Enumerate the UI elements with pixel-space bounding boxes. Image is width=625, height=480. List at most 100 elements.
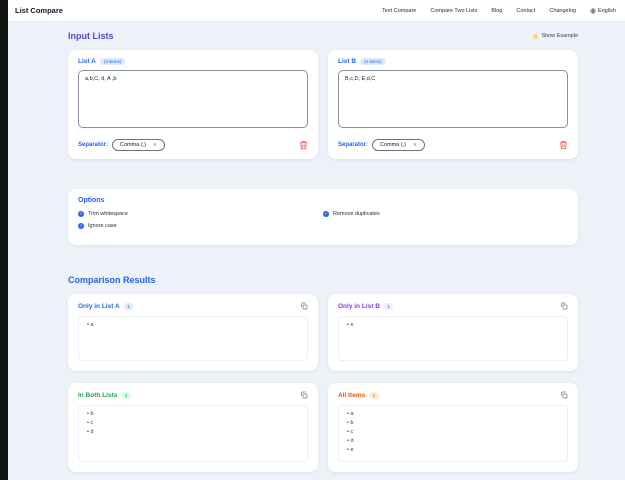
app-window: List Compare Text Compare Compare Two Li… bbox=[8, 0, 625, 472]
checkbox-checked-icon: ✓ bbox=[78, 223, 84, 229]
comparison-results-title: Comparison Results bbox=[68, 275, 156, 285]
result-card-header: Only in List B 1 bbox=[338, 302, 568, 310]
results-section-header: Comparison Results bbox=[68, 275, 578, 285]
separator-label: Separator: bbox=[78, 142, 109, 148]
result-title-wrap: All Items 5 bbox=[338, 391, 379, 399]
result-title: Only in List B bbox=[338, 302, 380, 310]
result-count-badge: 1 bbox=[383, 302, 394, 310]
lightbulb-icon bbox=[533, 33, 539, 39]
result-item: a bbox=[347, 410, 559, 419]
list-b-header: List B (4 items) bbox=[338, 58, 568, 65]
result-item: e bbox=[347, 446, 559, 455]
option-remove-duplicates[interactable]: ✓ Remove duplicates bbox=[323, 211, 568, 217]
brand-title: List Compare bbox=[15, 6, 63, 15]
list-b-separator-select[interactable]: Comma (,) ∨ bbox=[372, 139, 425, 151]
option-ignore-case[interactable]: ✓ Ignore case bbox=[78, 223, 323, 229]
list-a-label: List A bbox=[78, 58, 96, 65]
result-title: All Items bbox=[338, 391, 366, 399]
copy-button[interactable] bbox=[300, 391, 308, 399]
chevron-down-icon: ∨ bbox=[413, 141, 417, 148]
list-a-header: List A (4 items) bbox=[78, 58, 308, 65]
list-b-label: List B bbox=[338, 58, 357, 65]
result-title: Only in List A bbox=[78, 302, 120, 310]
language-label: English bbox=[597, 7, 616, 14]
result-item: c bbox=[347, 428, 559, 437]
nav-link-contact[interactable]: Contact bbox=[516, 7, 536, 14]
nav-link-compare-two-lists[interactable]: Compare Two Lists bbox=[430, 7, 478, 14]
input-lists-title: Input Lists bbox=[68, 31, 114, 41]
list-b-card: List B (4 items) B,c,D, E,d,C Separator:… bbox=[328, 50, 578, 159]
separator-label: Separator: bbox=[338, 142, 369, 148]
results-grid: Only in List A 1 a Only in bbox=[68, 294, 578, 472]
list-b-clear-button[interactable] bbox=[559, 140, 568, 150]
result-items-panel: b c d bbox=[78, 405, 308, 462]
chevron-down-icon: ∨ bbox=[153, 141, 157, 148]
result-count-badge: 1 bbox=[123, 302, 134, 310]
desktop-edge-strip bbox=[0, 0, 8, 480]
input-section-header: Input Lists Show Example bbox=[68, 31, 578, 41]
result-items-panel: a bbox=[78, 316, 308, 361]
nav-link-blog[interactable]: Blog bbox=[491, 7, 503, 14]
result-items-list: a bbox=[87, 321, 299, 330]
result-item: c bbox=[87, 419, 299, 428]
copy-button[interactable] bbox=[300, 302, 308, 310]
option-label: Trim whitespace bbox=[88, 211, 128, 217]
separator-selected-value: Comma (,) bbox=[120, 142, 146, 148]
result-items-list: b c d bbox=[87, 410, 299, 437]
list-b-separator-group: Separator: Comma (,) ∨ bbox=[338, 139, 425, 151]
nav-link-text-compare[interactable]: Text Compare bbox=[382, 7, 417, 14]
copy-icon bbox=[301, 391, 308, 399]
result-item: b bbox=[347, 419, 559, 428]
trash-icon bbox=[560, 141, 567, 150]
trash-icon bbox=[300, 141, 307, 150]
options-column-right: ✓ Remove duplicates bbox=[323, 211, 568, 235]
option-label: Ignore case bbox=[88, 223, 117, 229]
option-label: Remove duplicates bbox=[333, 211, 380, 217]
result-card-header: Only in List A 1 bbox=[78, 302, 308, 310]
list-a-count-badge: (4 items) bbox=[99, 58, 126, 65]
input-lists-grid: List A (4 items) a,b,C, d, A ,b Separato… bbox=[68, 50, 578, 159]
copy-button[interactable] bbox=[560, 391, 568, 399]
nav-link-changelog[interactable]: Changelog bbox=[549, 7, 576, 14]
options-title: Options bbox=[78, 197, 105, 204]
list-a-separator-group: Separator: Comma (,) ∨ bbox=[78, 139, 165, 151]
result-count-badge: 3 bbox=[121, 391, 131, 399]
list-a-input[interactable]: a,b,C, d, A ,b bbox=[78, 70, 308, 128]
checkbox-checked-icon: ✓ bbox=[78, 211, 84, 217]
result-title-wrap: Only in List A 1 bbox=[78, 302, 134, 310]
copy-icon bbox=[301, 302, 308, 310]
navbar: List Compare Text Compare Compare Two Li… bbox=[8, 0, 625, 22]
result-items-panel: e bbox=[338, 316, 568, 361]
result-card-header: In Both Lists 3 bbox=[78, 391, 308, 399]
result-item: b bbox=[87, 410, 299, 419]
result-card-in-both-lists: In Both Lists 3 b c d bbox=[68, 383, 318, 472]
result-title-wrap: In Both Lists 3 bbox=[78, 391, 131, 399]
result-item: a bbox=[87, 321, 299, 330]
list-b-footer: Separator: Comma (,) ∨ bbox=[338, 139, 568, 151]
result-items-panel: a b c d e bbox=[338, 405, 568, 462]
result-item: d bbox=[347, 437, 559, 446]
list-a-card: List A (4 items) a,b,C, d, A ,b Separato… bbox=[68, 50, 318, 159]
option-trim-whitespace[interactable]: ✓ Trim whitespace bbox=[78, 211, 323, 217]
copy-icon bbox=[561, 302, 568, 310]
copy-button[interactable] bbox=[560, 302, 568, 310]
result-card-header: All Items 5 bbox=[338, 391, 568, 399]
language-selector[interactable]: English bbox=[590, 8, 616, 14]
list-a-separator-select[interactable]: Comma (,) ∨ bbox=[112, 139, 165, 151]
show-example-button[interactable]: Show Example bbox=[533, 33, 578, 39]
main-content: Input Lists Show Example List A (4 items… bbox=[8, 22, 625, 472]
list-b-input[interactable]: B,c,D, E,d,C bbox=[338, 70, 568, 128]
options-column-left: ✓ Trim whitespace ✓ Ignore case bbox=[78, 211, 323, 235]
result-card-only-in-list-a: Only in List A 1 a bbox=[68, 294, 318, 371]
globe-icon bbox=[590, 8, 596, 13]
list-a-clear-button[interactable] bbox=[299, 140, 308, 150]
show-example-label: Show Example bbox=[541, 33, 578, 39]
list-a-footer: Separator: Comma (,) ∨ bbox=[78, 139, 308, 151]
result-title: In Both Lists bbox=[78, 391, 118, 399]
separator-selected-value: Comma (,) bbox=[380, 142, 406, 148]
result-item: d bbox=[87, 428, 299, 437]
checkbox-checked-icon: ✓ bbox=[323, 211, 329, 217]
result-card-all-items: All Items 5 a b c d e bbox=[328, 383, 578, 472]
nav-links: Text Compare Compare Two Lists Blog Cont… bbox=[382, 8, 616, 14]
copy-icon bbox=[561, 391, 568, 399]
